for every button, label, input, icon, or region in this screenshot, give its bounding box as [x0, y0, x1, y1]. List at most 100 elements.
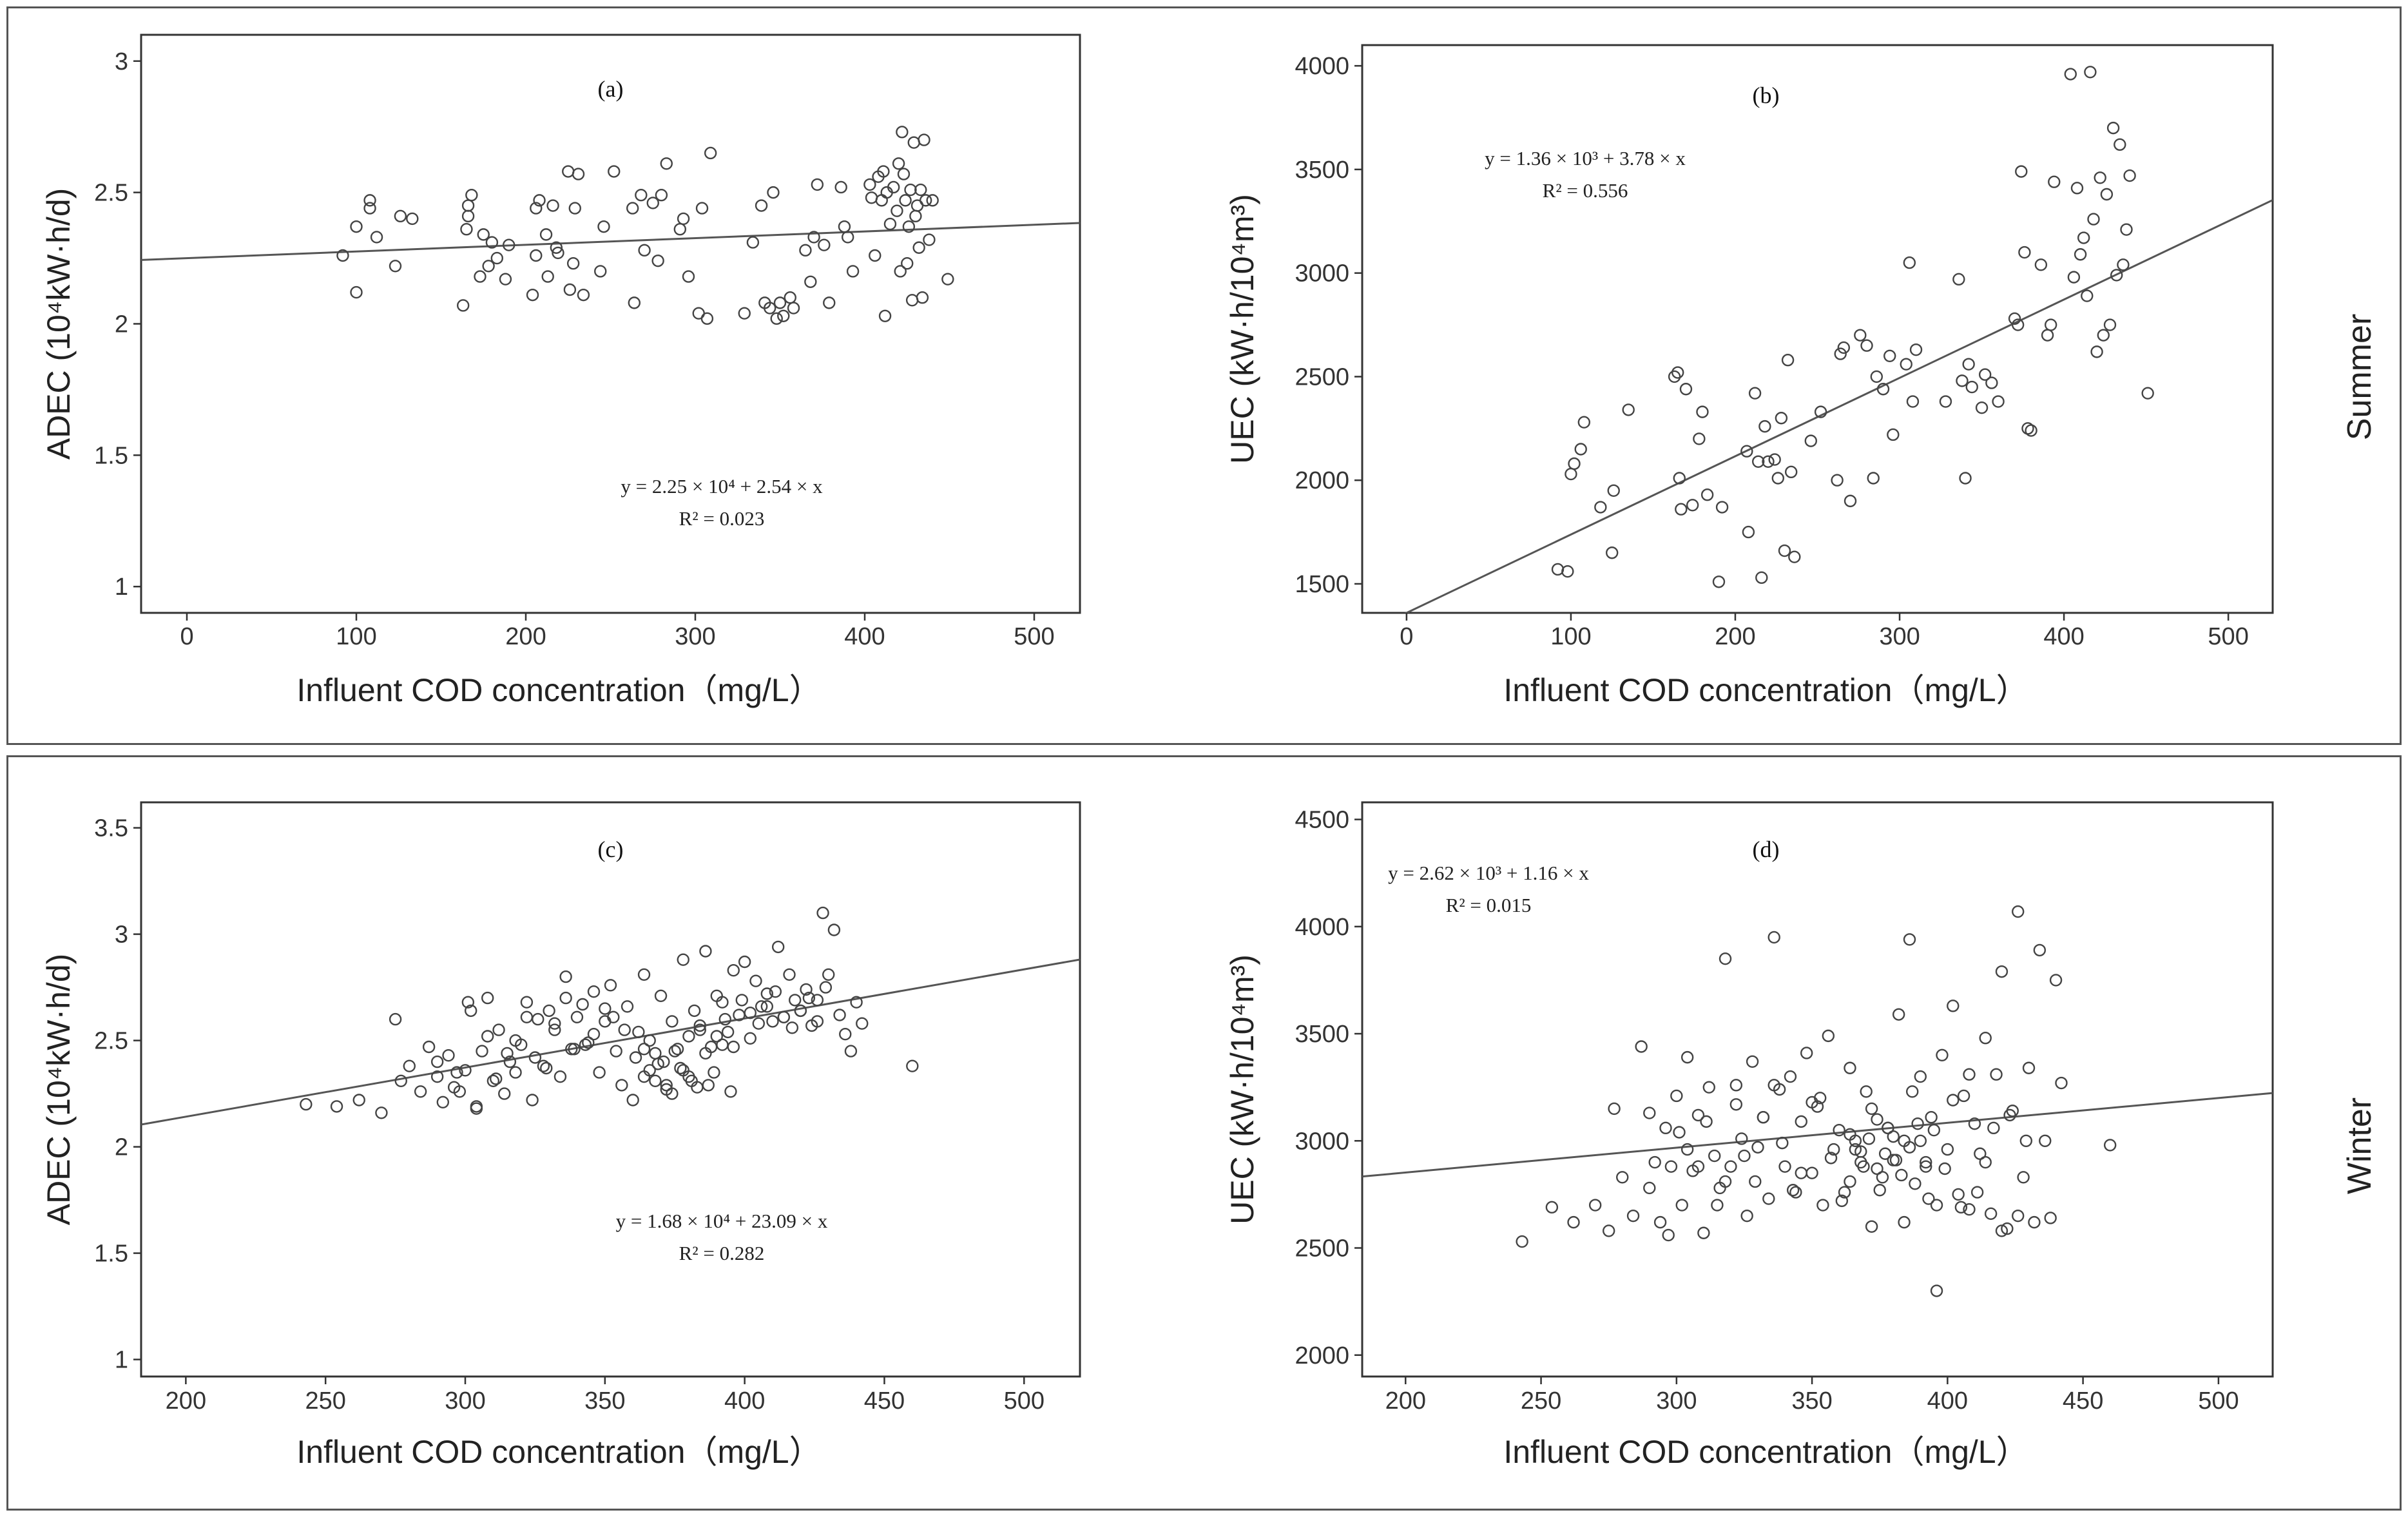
data-point — [1947, 1094, 1960, 1106]
data-point — [883, 217, 897, 231]
data-point — [865, 191, 878, 204]
data-point — [833, 1009, 846, 1021]
data-point — [2008, 312, 2021, 325]
data-point — [1767, 931, 1780, 944]
x-tick-label: 300 — [445, 1387, 485, 1415]
x-tick-label: 400 — [844, 623, 885, 650]
data-point — [2117, 258, 2130, 271]
data-point — [2106, 121, 2120, 135]
data-point — [682, 270, 695, 283]
data-point — [1697, 1226, 1710, 1239]
data-point — [1865, 1220, 1878, 1233]
data-point — [568, 1043, 581, 1056]
data-point — [1588, 1199, 1602, 1212]
x-tick-label: 200 — [505, 623, 546, 650]
data-point — [746, 236, 760, 249]
data-point — [2100, 188, 2114, 201]
data-point — [587, 1027, 601, 1041]
data-point — [1857, 1160, 1870, 1173]
plot-content — [141, 906, 1080, 1126]
data-point — [702, 1079, 715, 1092]
data-point — [1889, 1154, 1903, 1166]
data-point — [1892, 1008, 1905, 1021]
data-point — [1947, 1000, 1960, 1012]
x-tick-label: 0 — [1400, 623, 1413, 650]
data-point — [546, 199, 559, 212]
data-point — [799, 244, 812, 257]
x-tick-label: 200 — [1385, 1387, 1426, 1415]
data-point — [1995, 965, 2008, 978]
data-point — [1662, 1228, 1675, 1242]
plot-content — [141, 126, 1080, 325]
data-point — [738, 955, 751, 969]
regression-line — [141, 958, 1080, 1126]
data-point — [646, 197, 659, 209]
data-point — [744, 1032, 757, 1045]
data-point — [1985, 376, 1998, 389]
data-point — [1778, 544, 1791, 557]
data-point — [599, 1002, 612, 1015]
x-axis-title: Influent COD concentration（mg/L） — [296, 672, 821, 708]
data-point — [1995, 1224, 2008, 1237]
data-point — [559, 970, 572, 983]
data-point — [1844, 1128, 1856, 1141]
data-point — [1691, 1160, 1705, 1173]
data-point — [916, 291, 929, 304]
data-point — [520, 996, 534, 1009]
data-point — [700, 312, 714, 325]
data-point — [1708, 1149, 1721, 1163]
data-point — [760, 987, 774, 1000]
data-point — [2001, 1222, 2014, 1235]
data-point — [486, 1074, 500, 1088]
data-point — [878, 309, 892, 322]
panel-label: (b) — [1753, 82, 1780, 108]
data-point — [1671, 366, 1684, 379]
data-point — [530, 249, 543, 262]
data-point — [1824, 1152, 1838, 1164]
data-point — [811, 178, 824, 191]
y-axis-title: UEC (kW·h/10⁴m³) — [1224, 194, 1260, 464]
data-point — [593, 1066, 606, 1079]
data-point — [1712, 575, 1726, 588]
data-point — [699, 945, 712, 958]
data-point — [1751, 455, 1765, 468]
data-point — [2074, 248, 2087, 261]
data-point — [1920, 1160, 1932, 1173]
data-point — [1748, 387, 1762, 400]
data-point — [1854, 329, 1867, 342]
scatter-panel-4: 200 250 300 350 400 450 500 2000 2500 3000 3500 400… — [1224, 801, 2274, 1470]
data-point — [1607, 484, 1620, 497]
data-point — [1567, 1215, 1580, 1229]
data-point — [1970, 1186, 1984, 1199]
data-point — [688, 1004, 701, 1018]
y-tick-label: 3500 — [1295, 1021, 1349, 1048]
data-point — [1643, 1106, 1656, 1119]
data-point — [2055, 1076, 2068, 1090]
data-point — [671, 1043, 684, 1056]
data-point — [1740, 445, 1753, 458]
data-point — [766, 1015, 779, 1028]
data-point — [1959, 472, 1972, 485]
data-point — [1962, 358, 1975, 371]
data-point — [568, 202, 581, 215]
data-point — [637, 1043, 651, 1056]
winter-frame — [6, 755, 2402, 1511]
data-point — [1867, 472, 1880, 485]
y-tick-label: 1 — [115, 1347, 128, 1374]
data-point — [1954, 1201, 1968, 1214]
data-point — [554, 1070, 567, 1083]
data-point — [576, 998, 589, 1011]
data-point — [1762, 455, 1775, 468]
data-point — [905, 294, 919, 307]
data-point — [899, 194, 912, 207]
data-point — [1696, 405, 1709, 418]
data-point — [907, 136, 920, 149]
data-point — [394, 1074, 407, 1088]
data-point — [559, 991, 572, 1005]
data-point — [704, 146, 717, 160]
data-point — [827, 923, 841, 936]
data-point — [1775, 412, 1788, 425]
panel-label: (a) — [598, 76, 624, 102]
data-point — [2110, 269, 2123, 282]
